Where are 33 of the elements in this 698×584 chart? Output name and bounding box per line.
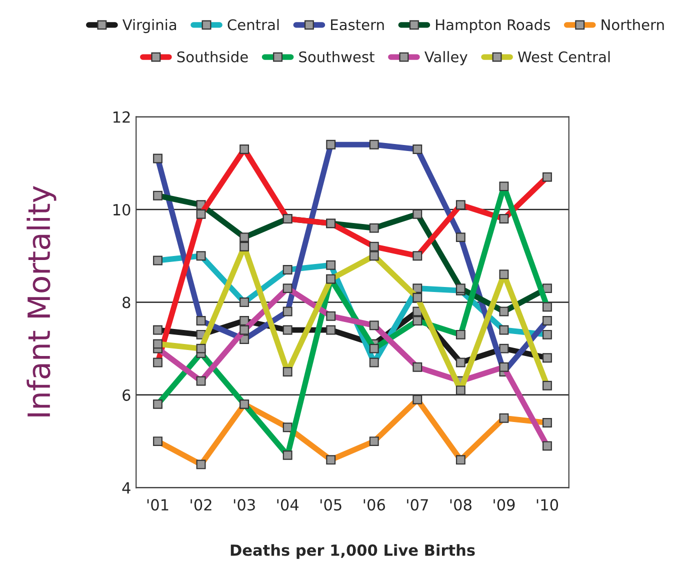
legend-label: Central bbox=[228, 18, 279, 30]
y-tick-label: 6 bbox=[122, 389, 130, 401]
x-tick-label: '07 bbox=[407, 499, 428, 511]
legend-label: West Central bbox=[518, 51, 610, 62]
legend-label: Virginia bbox=[122, 18, 176, 34]
y-tick-label: 12 bbox=[113, 111, 130, 123]
y-tick-label: 8 bbox=[122, 296, 130, 308]
x-tick-label: '06 bbox=[364, 499, 385, 511]
x-tick-label: '04 bbox=[277, 499, 299, 511]
y-axis-title: Infant Mortality bbox=[26, 186, 56, 416]
x-tick-label: '03 bbox=[234, 499, 255, 511]
y-tick-label: 10 bbox=[113, 204, 130, 216]
x-tick-label: '08 bbox=[450, 499, 472, 511]
x-axis-title: Deaths per 1,000 Live Births bbox=[230, 544, 475, 559]
x-tick-label: '09 bbox=[494, 499, 515, 511]
point bbox=[456, 358, 466, 368]
legend-label: Valley bbox=[424, 51, 468, 66]
x-tick-label: '01 bbox=[147, 499, 168, 511]
legend-label: Eastern bbox=[331, 19, 384, 30]
legend-label: Hampton Roads bbox=[436, 18, 550, 34]
point bbox=[499, 344, 509, 354]
legend-label: Northern bbox=[602, 18, 664, 30]
point bbox=[282, 325, 292, 335]
x-tick-label: '10 bbox=[536, 499, 558, 511]
x-tick-label: '05 bbox=[320, 499, 342, 511]
point bbox=[153, 325, 162, 335]
legend-label: Southside bbox=[177, 51, 248, 62]
point bbox=[326, 325, 336, 335]
y-tick-label: 4 bbox=[122, 482, 130, 494]
x-tick-label: '02 bbox=[190, 499, 212, 511]
legend-label: Southwest bbox=[299, 51, 374, 62]
point bbox=[240, 316, 250, 326]
point bbox=[542, 353, 552, 363]
